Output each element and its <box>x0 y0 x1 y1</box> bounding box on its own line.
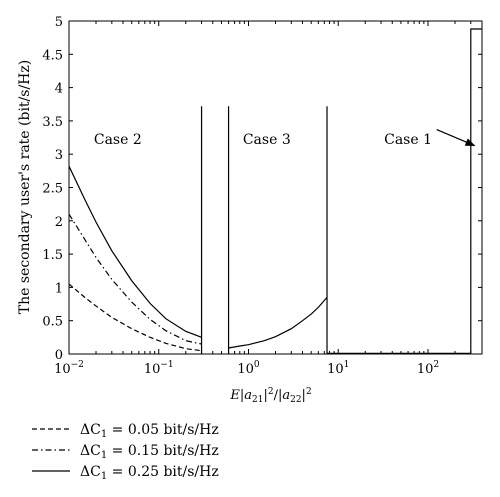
y-tick-label: 1 <box>55 281 63 296</box>
x-tick-label: 101 <box>327 360 349 377</box>
series-line-dashed <box>68 283 202 352</box>
y-tick-label: 3 <box>55 148 63 163</box>
y-tick-label: 2 <box>55 215 63 230</box>
y-tick-label: 4 <box>55 82 63 97</box>
x-axis-label: E|a21|2/|a22|2 <box>229 387 311 405</box>
series-line-solid <box>68 165 202 338</box>
series-line-solid <box>228 296 328 349</box>
series-line-dash-dot <box>68 213 202 345</box>
x-axis: 10−2 10−1 100 101 102 <box>54 21 483 377</box>
x-tick-label: 100 <box>237 360 260 377</box>
y-tick-label: 3.5 <box>42 115 63 130</box>
case-label: Case 1 <box>384 132 432 148</box>
annotations: Case 2 Case 3 Case 1 <box>94 128 476 148</box>
y-tick-label: 4.5 <box>42 48 63 63</box>
series-layer <box>68 28 482 354</box>
y-tick-label: 1.5 <box>42 248 63 263</box>
case-label: Case 3 <box>243 132 291 148</box>
legend: ΔC1 = 0.05 bit/s/Hz ΔC1 = 0.15 bit/s/Hz ΔC… <box>32 422 219 482</box>
y-tick-label: 5 <box>55 15 63 30</box>
x-tick-label: 10−1 <box>144 360 174 377</box>
region-boundaries <box>200 106 328 354</box>
y-tick-label: 2.5 <box>42 182 63 197</box>
y-tick-label: 0 <box>55 348 63 363</box>
y-axis: 0 0.5 1 1.5 2 2.5 3 3.5 4 4.5 5 <box>42 15 482 363</box>
x-tick-label: 10−2 <box>54 360 84 377</box>
legend-label: ΔC1 = 0.15 bit/s/Hz <box>80 443 219 461</box>
case-label: Case 2 <box>94 132 142 148</box>
plot-frame <box>68 20 483 355</box>
y-axis-label: The secondary user's rate (bit/s/Hz) <box>17 60 33 314</box>
y-tick-label: 0.5 <box>42 315 63 330</box>
legend-label: ΔC1 = 0.05 bit/s/Hz <box>80 422 219 440</box>
x-tick-label: 102 <box>417 360 439 377</box>
case-1-arrow <box>436 128 476 147</box>
series-line-solid <box>326 28 482 354</box>
legend-label: ΔC1 = 0.25 bit/s/Hz <box>80 464 219 482</box>
